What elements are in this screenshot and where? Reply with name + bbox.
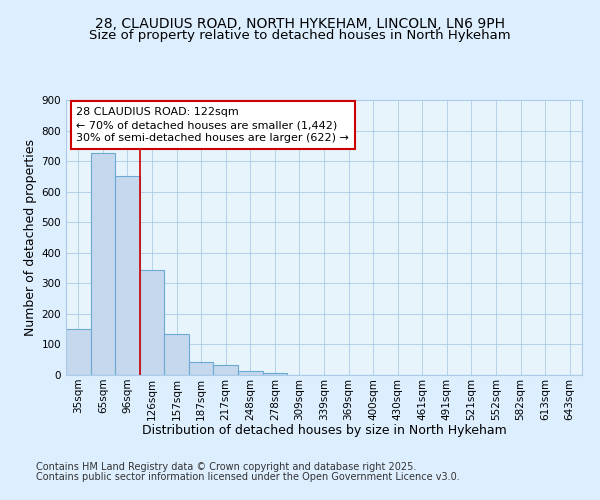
X-axis label: Distribution of detached houses by size in North Hykeham: Distribution of detached houses by size … <box>142 424 506 437</box>
Bar <box>214 365 238 375</box>
Text: 28, CLAUDIUS ROAD, NORTH HYKEHAM, LINCOLN, LN6 9PH: 28, CLAUDIUS ROAD, NORTH HYKEHAM, LINCOL… <box>95 18 505 32</box>
Bar <box>263 373 287 375</box>
Bar <box>238 372 263 375</box>
Text: Size of property relative to detached houses in North Hykeham: Size of property relative to detached ho… <box>89 29 511 42</box>
Bar <box>91 154 115 375</box>
Bar <box>66 329 91 375</box>
Text: 28 CLAUDIUS ROAD: 122sqm
← 70% of detached houses are smaller (1,442)
30% of sem: 28 CLAUDIUS ROAD: 122sqm ← 70% of detach… <box>76 107 349 144</box>
Text: Contains HM Land Registry data © Crown copyright and database right 2025.: Contains HM Land Registry data © Crown c… <box>36 462 416 472</box>
Y-axis label: Number of detached properties: Number of detached properties <box>25 139 37 336</box>
Bar <box>140 270 164 375</box>
Bar <box>164 334 189 375</box>
Text: Contains public sector information licensed under the Open Government Licence v3: Contains public sector information licen… <box>36 472 460 482</box>
Bar <box>189 362 214 375</box>
Bar <box>115 176 140 375</box>
